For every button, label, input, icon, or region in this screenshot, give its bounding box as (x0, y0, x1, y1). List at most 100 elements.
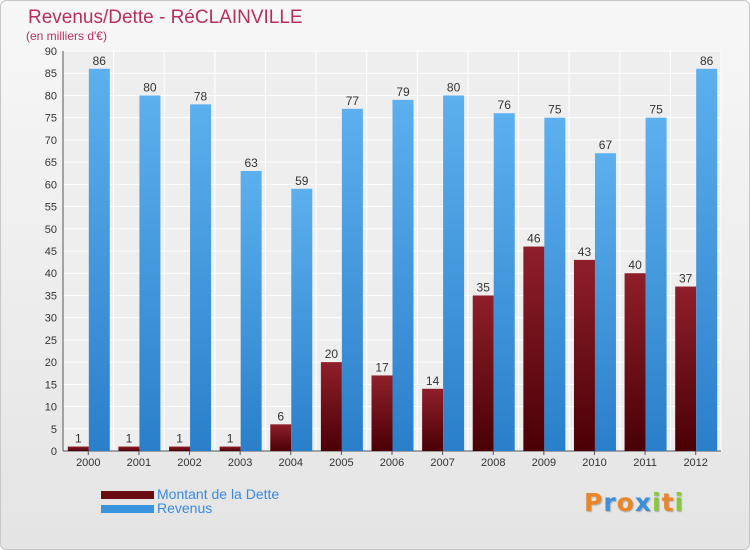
x-tick-label: 2002 (177, 457, 201, 469)
x-tick-label: 2004 (279, 457, 303, 469)
bar-dette (422, 388, 444, 451)
bar-dette (675, 286, 697, 451)
bar-revenus (291, 188, 313, 451)
data-label-revenus: 67 (599, 138, 613, 152)
data-label-revenus: 86 (93, 54, 107, 68)
data-label-dette: 20 (325, 347, 339, 361)
bar-dette (169, 446, 191, 451)
data-label-revenus: 80 (143, 80, 157, 94)
x-tick-label: 2006 (380, 457, 404, 469)
y-tick-label: 20 (45, 357, 57, 369)
bar-dette (219, 446, 241, 451)
legend-swatch-revenus (101, 505, 154, 513)
y-tick-label: 45 (45, 246, 57, 258)
y-tick-label: 5 (51, 424, 57, 436)
x-tick-label: 2001 (127, 457, 151, 469)
data-label-dette: 1 (75, 432, 82, 446)
data-label-revenus: 59 (295, 174, 309, 188)
data-label-revenus: 75 (649, 103, 663, 117)
x-tick-label: 2008 (481, 457, 505, 469)
y-tick-label: 60 (45, 179, 57, 191)
bar-revenus (493, 113, 515, 451)
data-label-revenus: 76 (498, 98, 512, 112)
data-label-dette: 37 (679, 272, 693, 286)
bar-revenus (392, 99, 414, 451)
y-tick-label: 80 (45, 90, 57, 102)
y-tick-label: 55 (45, 202, 57, 214)
x-tick-label: 2010 (582, 457, 606, 469)
logo-letter: i (652, 488, 662, 517)
data-label-dette: 17 (375, 360, 389, 374)
bar-dette (320, 362, 342, 451)
bar-revenus (341, 108, 363, 452)
y-tick-label: 30 (45, 313, 57, 325)
data-label-dette: 1 (227, 432, 234, 446)
bar-revenus (696, 68, 718, 452)
bar-dette (472, 295, 494, 451)
x-tick-label: 2007 (430, 457, 454, 469)
data-label-dette: 43 (578, 245, 592, 259)
bar-revenus (88, 68, 110, 452)
bar-dette (270, 424, 292, 451)
legend-swatch-dette (101, 491, 154, 499)
data-label-revenus: 80 (447, 80, 461, 94)
data-label-revenus: 78 (194, 89, 208, 103)
y-tick-label: 50 (45, 224, 57, 236)
bar-revenus (139, 95, 161, 451)
data-label-dette: 40 (628, 258, 642, 272)
y-tick-label: 40 (45, 268, 57, 280)
data-label-dette: 1 (176, 432, 183, 446)
bar-revenus (645, 117, 667, 452)
data-label-revenus: 77 (346, 94, 360, 108)
bar-revenus (544, 117, 566, 452)
data-label-revenus: 79 (396, 85, 410, 99)
y-tick-label: 70 (45, 135, 57, 147)
logo-letter: r (603, 488, 617, 517)
y-tick-label: 10 (45, 402, 57, 414)
legend-label-revenus: Revenus (157, 500, 213, 516)
y-tick-label: 90 (45, 46, 57, 58)
bar-revenus (240, 171, 262, 451)
logo-letter: i (674, 488, 685, 517)
bar-dette (573, 259, 595, 451)
logo-letter: o (616, 488, 635, 517)
data-label-dette: 35 (477, 280, 491, 294)
x-tick-label: 2000 (76, 457, 100, 469)
data-label-dette: 1 (126, 432, 133, 446)
chart-title: Revenus/Dette - RéCLAINVILLE (28, 7, 303, 28)
bar-revenus (594, 153, 616, 451)
logo-letter: P (584, 488, 604, 517)
data-label-dette: 14 (426, 374, 440, 388)
x-tick-label: 2005 (329, 457, 353, 469)
y-tick-label: 65 (45, 157, 57, 169)
x-tick-label: 2012 (683, 457, 707, 469)
logo-letter: x (634, 488, 652, 517)
logo-letter: t (661, 488, 675, 517)
y-tick-label: 35 (45, 290, 57, 302)
y-tick-label: 85 (45, 68, 57, 80)
x-tick-label: 2011 (633, 457, 657, 469)
y-tick-label: 15 (45, 379, 57, 391)
chart-subtitle: (en milliers d'€) (26, 29, 107, 43)
y-tick-label: 75 (45, 113, 57, 125)
bar-dette (118, 446, 140, 451)
proxiti-logo: Proxiti (584, 488, 684, 517)
y-tick-label: 25 (45, 335, 57, 347)
x-tick-label: 2009 (532, 457, 556, 469)
bar-dette (371, 375, 393, 451)
bar-dette (67, 446, 89, 451)
data-label-revenus: 63 (244, 156, 258, 170)
y-tick-label: 0 (51, 446, 57, 458)
bar-revenus (190, 104, 212, 451)
bar-dette (624, 273, 646, 451)
x-tick-label: 2003 (228, 457, 252, 469)
data-label-revenus: 86 (700, 54, 714, 68)
data-label-revenus: 75 (548, 103, 562, 117)
data-label-dette: 46 (527, 232, 541, 246)
bar-revenus (443, 95, 465, 451)
legend-label-dette: Montant de la Dette (157, 486, 280, 502)
data-label-dette: 6 (277, 409, 284, 423)
bar-dette (523, 246, 545, 451)
